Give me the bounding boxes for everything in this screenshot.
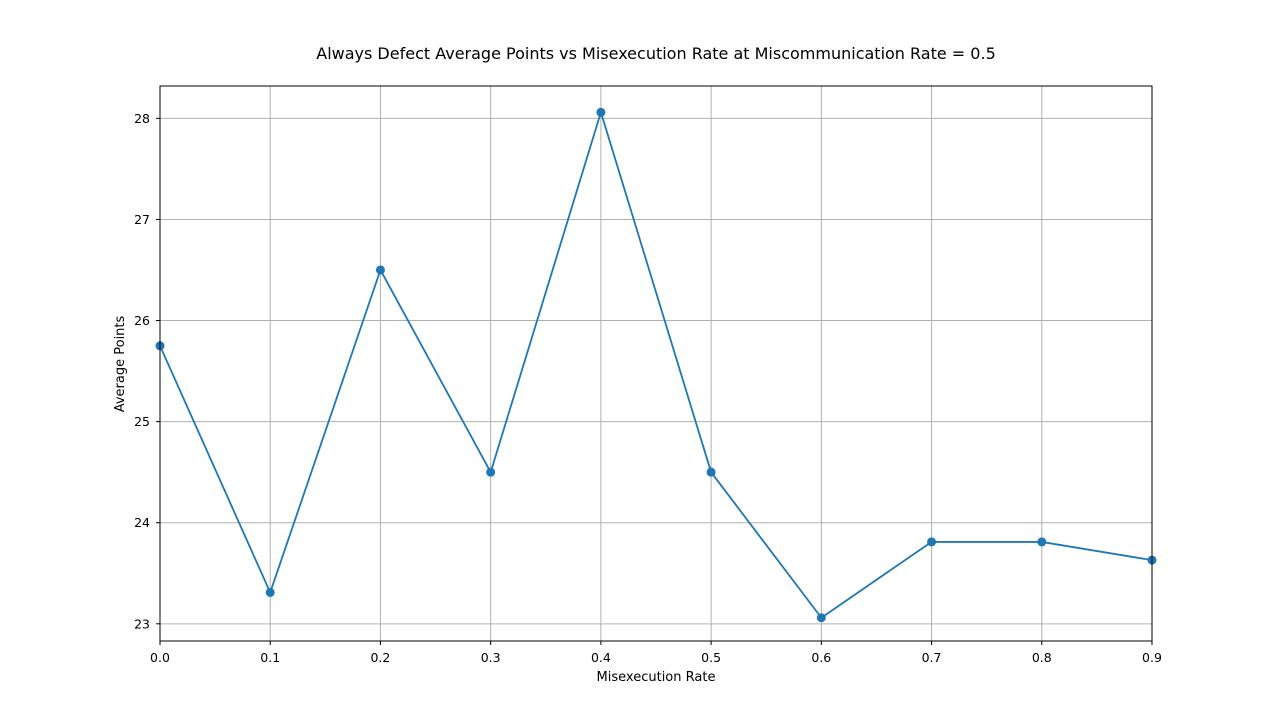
data-point <box>486 467 496 477</box>
data-point <box>596 107 606 117</box>
x-tick-label: 0.9 <box>1142 650 1162 665</box>
x-tick-label: 0.6 <box>811 650 831 665</box>
y-tick-label: 27 <box>134 212 150 227</box>
x-tick-label: 0.1 <box>260 650 280 665</box>
y-tick-label: 23 <box>134 616 150 631</box>
data-point <box>265 587 275 597</box>
series-line-path <box>159 111 1153 619</box>
series-line <box>155 107 1157 623</box>
y-tick-label: 28 <box>134 111 150 126</box>
x-axis-label: Misexecution Rate <box>597 670 716 685</box>
x-tick-label: 0.2 <box>370 650 390 665</box>
x-tick-label: 0.0 <box>150 650 170 665</box>
y-tick-label: 25 <box>134 414 150 429</box>
grid <box>159 86 1153 641</box>
y-axis-label: Average Points <box>113 315 128 412</box>
x-tick-label: 0.3 <box>481 650 501 665</box>
y-tick-label: 24 <box>134 515 150 530</box>
axis-ticks: 0.0 0.1 0.2 0.3 0.4 0.5 0.6 0.7 0.8 0.9 23 24 25 26 27… <box>134 111 1162 665</box>
data-point <box>706 467 716 477</box>
x-tick-label: 0.8 <box>1032 650 1052 665</box>
data-point <box>375 265 385 275</box>
chart-title: Always Defect Average Points vs Misexecu… <box>316 44 996 63</box>
data-point <box>1037 537 1047 547</box>
data-point <box>927 537 937 547</box>
x-tick-label: 0.7 <box>922 650 942 665</box>
plot-area-frame <box>159 85 1153 642</box>
data-point <box>816 613 826 623</box>
x-tick-label: 0.5 <box>701 650 721 665</box>
y-tick-label: 26 <box>134 313 150 328</box>
x-tick-label: 0.4 <box>591 650 611 665</box>
